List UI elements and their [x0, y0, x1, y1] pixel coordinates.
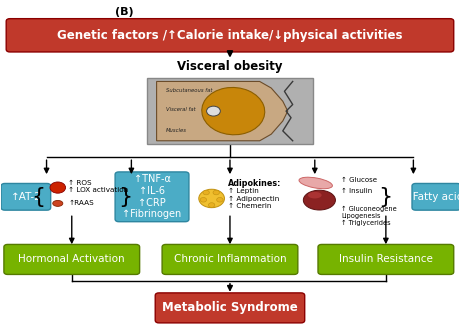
Circle shape [213, 190, 219, 195]
Ellipse shape [303, 190, 336, 210]
FancyBboxPatch shape [4, 244, 140, 274]
Text: ↑ Leptin
↑ Adiponectin
↑ Chemerin: ↑ Leptin ↑ Adiponectin ↑ Chemerin [228, 188, 279, 209]
FancyBboxPatch shape [1, 183, 51, 210]
Ellipse shape [202, 87, 265, 135]
FancyBboxPatch shape [318, 244, 454, 274]
Circle shape [207, 106, 220, 116]
Circle shape [50, 182, 65, 193]
Text: Visceral obesity: Visceral obesity [177, 60, 283, 73]
Text: }: } [378, 187, 392, 207]
Ellipse shape [308, 192, 322, 199]
Text: ↑TNF-α
↑IL-6
↑CRP
↑Fibrinogen: ↑TNF-α ↑IL-6 ↑CRP ↑Fibrinogen [122, 174, 182, 219]
Ellipse shape [53, 201, 63, 206]
Circle shape [200, 198, 207, 202]
Text: ↑ Insulin: ↑ Insulin [341, 188, 373, 194]
Text: (B): (B) [115, 7, 134, 17]
Text: ↑ Glucose: ↑ Glucose [341, 177, 377, 183]
Text: Muscles: Muscles [166, 128, 187, 133]
Text: Insulin Resistance: Insulin Resistance [339, 255, 433, 264]
Text: ↑Fatty acids: ↑Fatty acids [404, 192, 469, 202]
FancyBboxPatch shape [147, 78, 312, 144]
Text: Adipokines:: Adipokines: [228, 179, 281, 188]
Text: ↑RAAS: ↑RAAS [68, 200, 94, 207]
FancyBboxPatch shape [162, 244, 298, 274]
Text: Metabolic Syndrome: Metabolic Syndrome [162, 302, 298, 314]
Circle shape [217, 198, 223, 202]
FancyBboxPatch shape [412, 183, 461, 210]
Circle shape [199, 189, 225, 208]
Ellipse shape [299, 177, 332, 189]
Circle shape [203, 190, 210, 195]
Text: Chronic Inflammation: Chronic Inflammation [173, 255, 286, 264]
PathPatch shape [156, 81, 288, 141]
Text: {: { [31, 187, 46, 207]
Text: Hormonal Activation: Hormonal Activation [18, 255, 125, 264]
Text: ↑ ROS
↑ LOX activation: ↑ ROS ↑ LOX activation [68, 180, 128, 193]
Text: Genetic factors /↑Calorie intake/↓physical activities: Genetic factors /↑Calorie intake/↓physic… [57, 29, 403, 42]
Text: Subcutaneous fat: Subcutaneous fat [166, 87, 212, 93]
Text: Visceral fat: Visceral fat [166, 107, 195, 112]
Text: ↑AT-2: ↑AT-2 [10, 192, 41, 202]
Text: }: } [118, 187, 132, 207]
Text: ↑ Gluconeogene
Lipogenesis
↑ Triglycerides: ↑ Gluconeogene Lipogenesis ↑ Triglycerid… [341, 206, 397, 226]
FancyBboxPatch shape [155, 293, 305, 323]
FancyBboxPatch shape [6, 19, 454, 52]
FancyBboxPatch shape [115, 172, 189, 222]
Circle shape [209, 203, 215, 207]
